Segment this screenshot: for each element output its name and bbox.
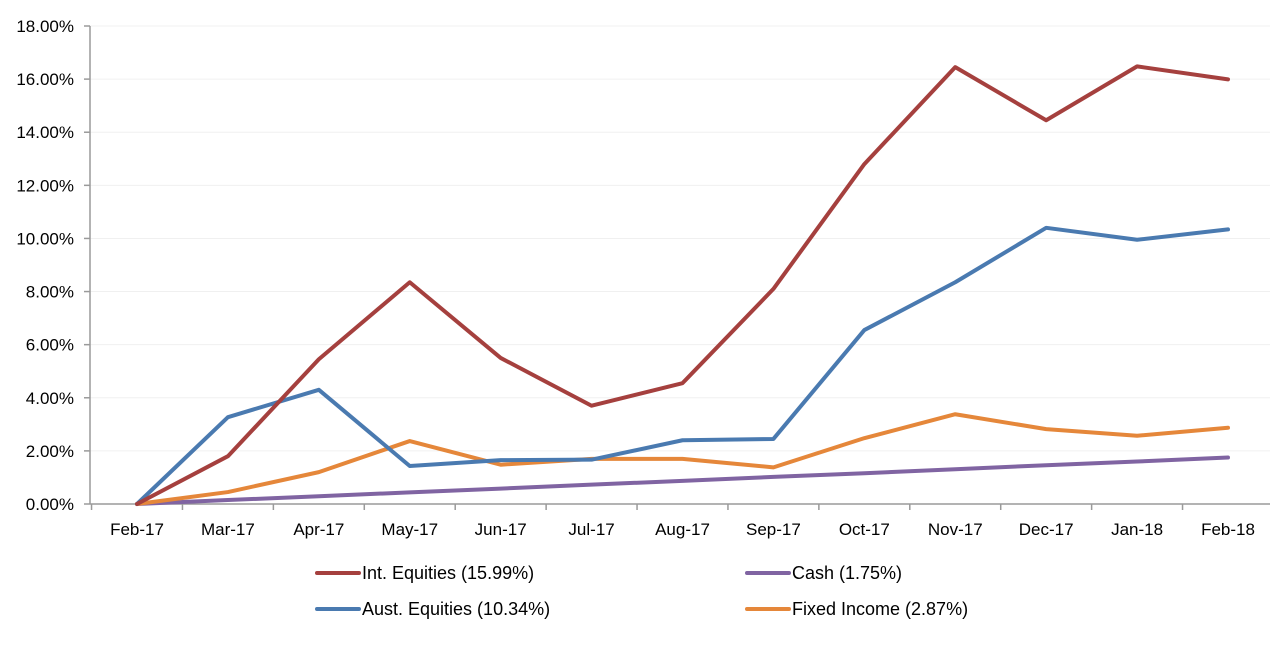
y-tick-label: 18.00% bbox=[16, 17, 74, 36]
data-point bbox=[954, 468, 956, 470]
data-point bbox=[591, 405, 593, 407]
data-point bbox=[954, 66, 956, 68]
series-lines bbox=[135, 64, 1230, 506]
data-point bbox=[409, 465, 411, 467]
y-tick-label: 12.00% bbox=[16, 176, 74, 195]
y-tick-label: 8.00% bbox=[26, 283, 74, 302]
data-point bbox=[500, 459, 502, 461]
data-point bbox=[863, 163, 865, 165]
x-tick-label: Feb-18 bbox=[1201, 520, 1255, 539]
data-point bbox=[500, 357, 502, 359]
data-point bbox=[682, 439, 683, 441]
data-point bbox=[1227, 78, 1229, 80]
data-point bbox=[591, 484, 593, 486]
data-point bbox=[863, 472, 865, 474]
data-point bbox=[1045, 464, 1047, 466]
data-point bbox=[318, 358, 320, 360]
data-point bbox=[1045, 119, 1047, 121]
data-point bbox=[682, 382, 683, 384]
x-tick-labels: Feb-17 Mar-17 Apr-17 May-17 Jun-17 Jul-17 Aug-… bbox=[90, 504, 1255, 539]
legend-item: Int. Equities (15.99%) bbox=[315, 563, 534, 583]
legend-item: Aust. Equities (10.34%) bbox=[315, 599, 550, 619]
data-point bbox=[318, 471, 320, 473]
data-point bbox=[772, 438, 774, 440]
x-tick-label: Jun-17 bbox=[475, 520, 527, 539]
data-point bbox=[772, 288, 774, 290]
data-point bbox=[1227, 228, 1229, 230]
data-point bbox=[772, 476, 774, 478]
data-point bbox=[500, 488, 502, 490]
series-1 bbox=[135, 455, 1230, 506]
data-point bbox=[1136, 435, 1138, 437]
x-tick-label: Dec-17 bbox=[1019, 520, 1074, 539]
y-tick-label: 14.00% bbox=[16, 123, 74, 142]
data-point bbox=[1045, 227, 1047, 229]
data-point bbox=[409, 491, 411, 493]
data-point bbox=[409, 281, 411, 283]
y-tick-label: 6.00% bbox=[26, 336, 74, 355]
legend-label: Aust. Equities (10.34%) bbox=[362, 599, 550, 619]
legend-item: Cash (1.75%) bbox=[745, 563, 902, 583]
series-0 bbox=[135, 64, 1230, 506]
gridlines bbox=[90, 25, 1270, 452]
data-point bbox=[772, 466, 774, 468]
x-tick-label: Jan-18 bbox=[1111, 520, 1163, 539]
data-point bbox=[1045, 428, 1047, 430]
x-tick-label: May-17 bbox=[381, 520, 438, 539]
x-tick-label: Nov-17 bbox=[928, 520, 983, 539]
y-tick-label: 0.00% bbox=[26, 495, 74, 514]
data-point bbox=[227, 416, 229, 418]
x-tick-label: Aug-17 bbox=[655, 520, 710, 539]
data-point bbox=[1227, 457, 1229, 459]
series-2 bbox=[135, 225, 1230, 506]
legend-label: Int. Equities (15.99%) bbox=[362, 563, 534, 583]
data-point bbox=[682, 480, 683, 482]
legend-label: Fixed Income (2.87%) bbox=[792, 599, 968, 619]
data-point bbox=[318, 389, 320, 391]
y-tick-labels: 0.00% 2.00% 4.00% 6.00% 8.00% 10.00% 12.00% 14.… bbox=[16, 17, 90, 514]
axes bbox=[89, 26, 1270, 505]
data-point bbox=[863, 437, 865, 439]
legend: Int. Equities (15.99%) Cash (1.75%) Aust. … bbox=[315, 563, 968, 619]
x-tick-label: Feb-17 bbox=[110, 520, 164, 539]
series-3 bbox=[135, 412, 1230, 506]
data-point bbox=[227, 499, 229, 501]
data-point bbox=[136, 503, 138, 505]
y-tick-label: 16.00% bbox=[16, 70, 74, 89]
data-point bbox=[591, 459, 593, 461]
data-point bbox=[227, 491, 229, 493]
data-point bbox=[318, 495, 320, 497]
x-tick-label: Oct-17 bbox=[839, 520, 890, 539]
y-tick-label: 10.00% bbox=[16, 229, 74, 248]
y-tick-label: 2.00% bbox=[26, 442, 74, 461]
data-point bbox=[409, 440, 411, 442]
x-tick-label: Apr-17 bbox=[293, 520, 344, 539]
data-point bbox=[954, 281, 956, 283]
x-tick-label: Mar-17 bbox=[201, 520, 255, 539]
y-tick-label: 4.00% bbox=[26, 389, 74, 408]
data-point bbox=[1136, 65, 1138, 67]
data-point bbox=[227, 455, 229, 457]
legend-label: Cash (1.75%) bbox=[792, 563, 902, 583]
legend-item: Fixed Income (2.87%) bbox=[745, 599, 968, 619]
data-point bbox=[954, 413, 956, 415]
data-point bbox=[863, 329, 865, 331]
data-point bbox=[682, 458, 683, 460]
x-tick-label: Sep-17 bbox=[746, 520, 801, 539]
data-point bbox=[1136, 461, 1138, 463]
data-point bbox=[1227, 427, 1229, 429]
x-tick-label: Jul-17 bbox=[568, 520, 614, 539]
data-point bbox=[500, 464, 502, 466]
data-point bbox=[1136, 239, 1138, 241]
